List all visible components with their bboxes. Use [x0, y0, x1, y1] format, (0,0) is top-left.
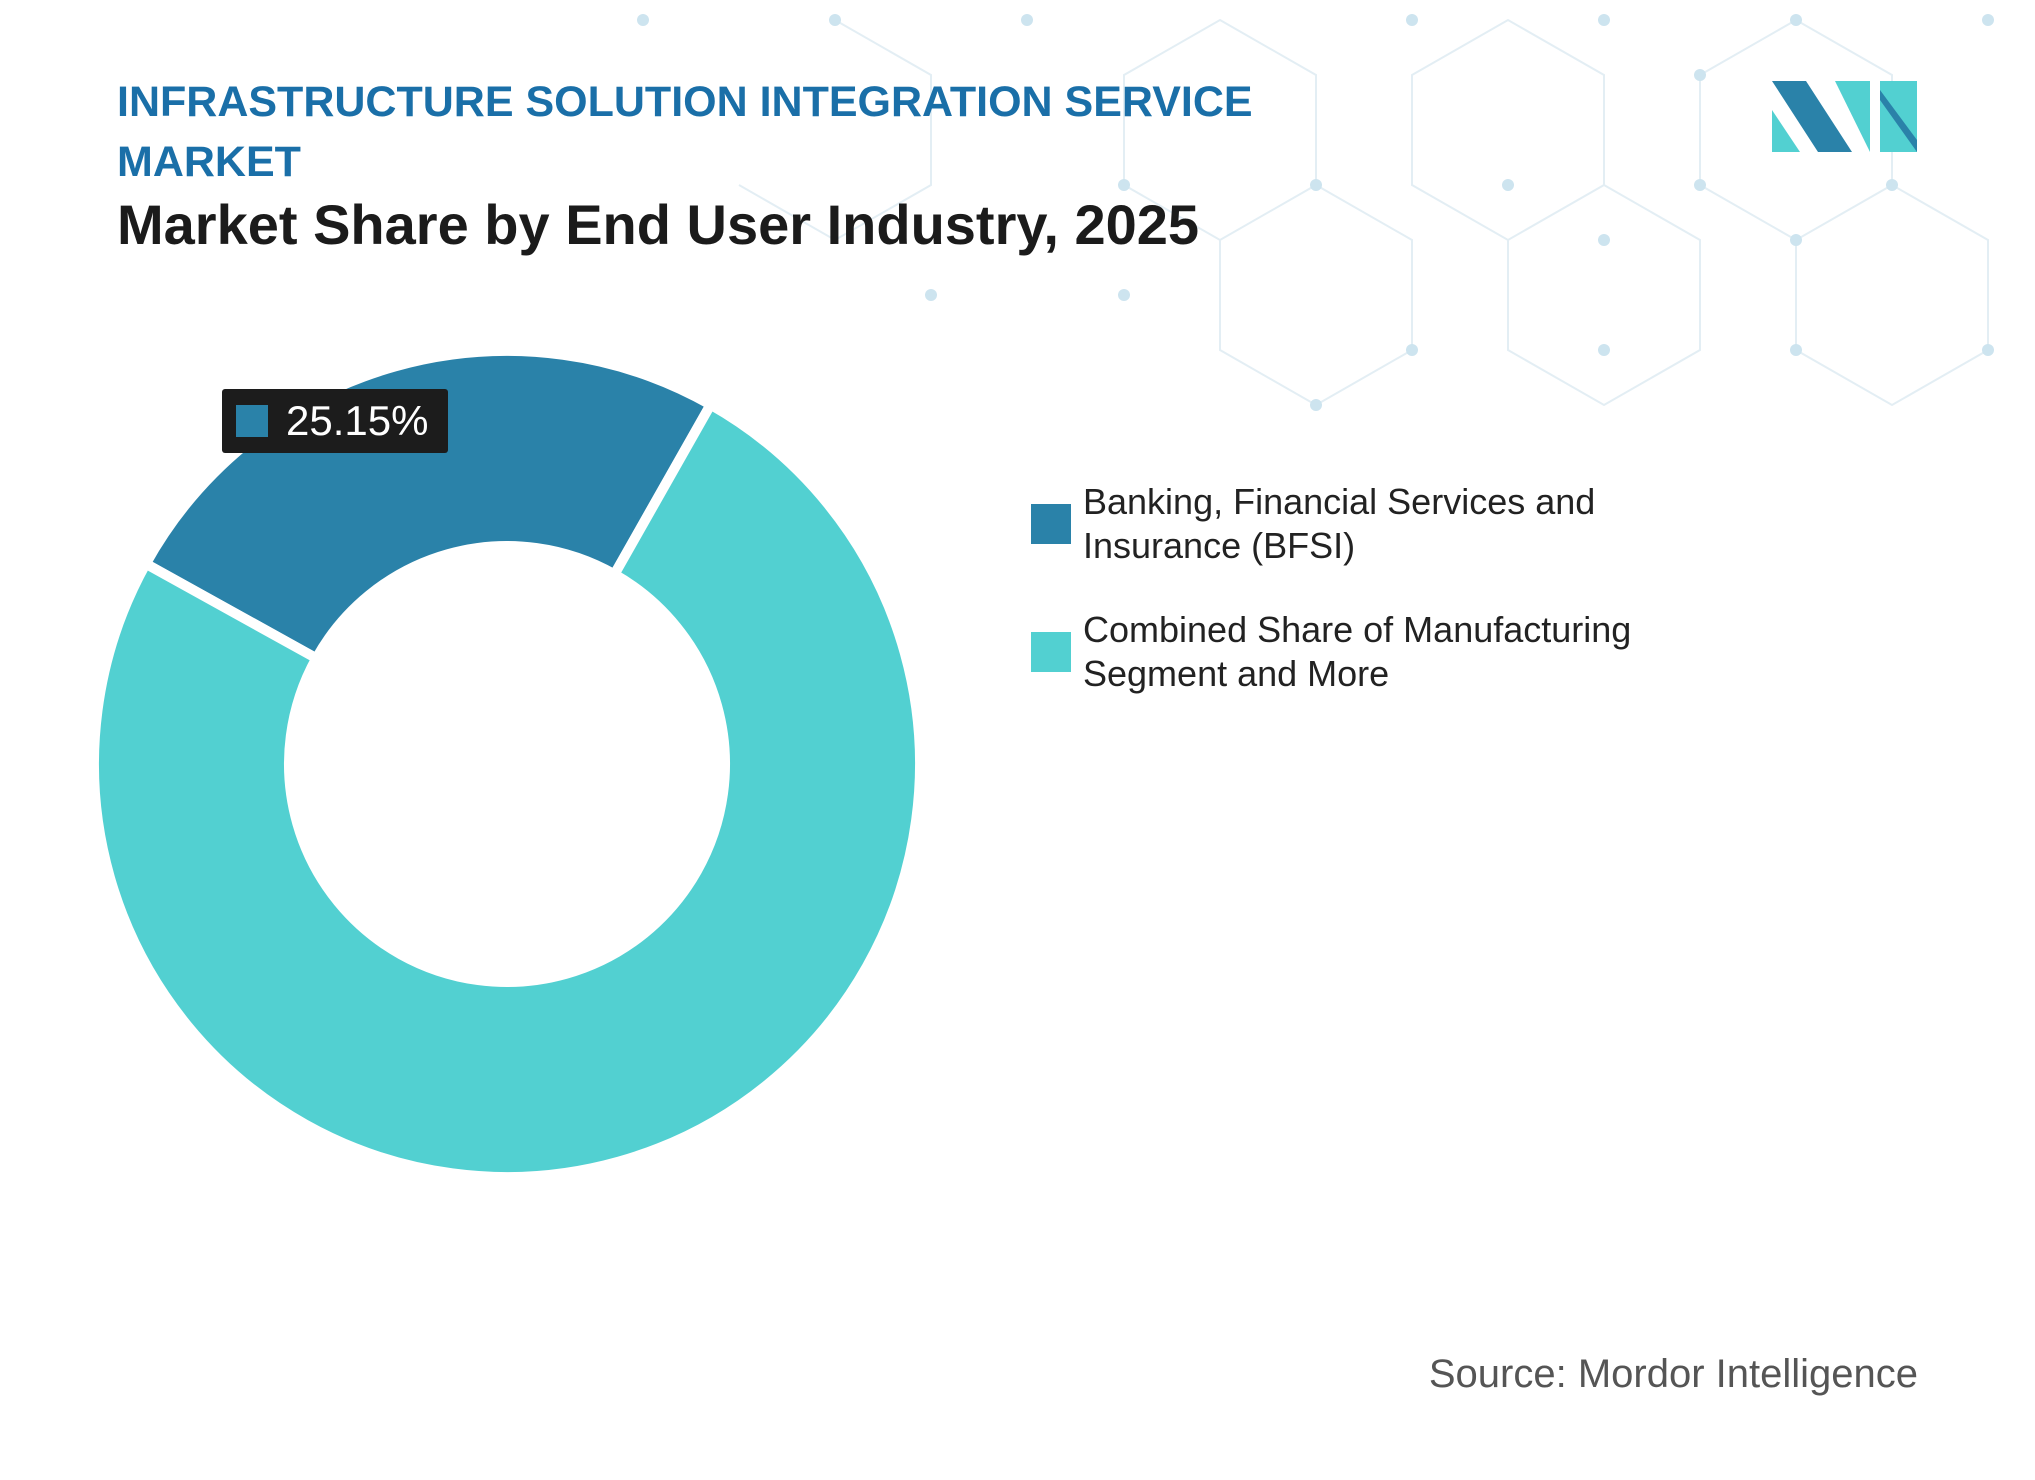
legend: Banking, Financial Services and Insuranc…	[1031, 480, 1751, 736]
legend-label: Banking, Financial Services and Insuranc…	[1083, 481, 1596, 566]
hex-dots	[637, 14, 1994, 411]
legend-item: Combined Share of Manufacturing Segment …	[1031, 608, 1751, 696]
source: Source: Mordor Intelligence	[1428, 1352, 1918, 1396]
data-label: 25.15%	[222, 389, 449, 453]
legend-label: Combined Share of Manufacturing Segment …	[1083, 609, 1632, 694]
legend-swatch	[1031, 632, 1071, 672]
logo	[1772, 81, 1917, 152]
data-label-swatch	[236, 405, 268, 437]
donut-segment	[89, 397, 925, 1182]
chart-title: INFRASTRUCTURE SOLUTION INTEGRATION SERV…	[117, 78, 1253, 186]
chart-subtitle: Market Share by End User Industry, 2025	[117, 193, 1200, 256]
legend-item: Banking, Financial Services and Insuranc…	[1031, 480, 1751, 568]
donut-chart	[89, 346, 925, 1182]
data-label-text: 25.15%	[286, 397, 429, 444]
legend-swatch	[1031, 504, 1071, 544]
